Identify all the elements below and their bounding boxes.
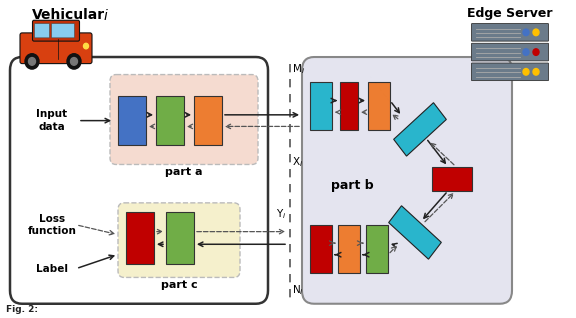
Circle shape bbox=[533, 69, 539, 75]
Text: part a: part a bbox=[165, 167, 203, 177]
Bar bbox=[194, 96, 222, 145]
Circle shape bbox=[533, 49, 539, 55]
Bar bbox=[432, 167, 472, 191]
FancyBboxPatch shape bbox=[472, 43, 548, 61]
Bar bbox=[156, 96, 184, 145]
Circle shape bbox=[533, 29, 539, 36]
FancyBboxPatch shape bbox=[51, 24, 74, 38]
FancyBboxPatch shape bbox=[118, 203, 240, 277]
Text: part b: part b bbox=[331, 179, 373, 192]
Text: Vehicular: Vehicular bbox=[32, 8, 105, 22]
Text: X$_i$: X$_i$ bbox=[292, 156, 303, 169]
FancyBboxPatch shape bbox=[472, 24, 548, 41]
Bar bbox=[310, 225, 332, 273]
FancyBboxPatch shape bbox=[302, 57, 512, 304]
Circle shape bbox=[523, 49, 529, 55]
Circle shape bbox=[523, 29, 529, 36]
Bar bbox=[366, 225, 388, 273]
Polygon shape bbox=[389, 206, 441, 259]
Circle shape bbox=[28, 58, 36, 65]
Bar bbox=[340, 82, 358, 130]
FancyBboxPatch shape bbox=[35, 24, 50, 38]
Text: Edge Server: Edge Server bbox=[467, 7, 553, 20]
Circle shape bbox=[25, 54, 39, 69]
Text: Y$_i$: Y$_i$ bbox=[276, 207, 286, 221]
FancyBboxPatch shape bbox=[32, 20, 79, 41]
Text: Label: Label bbox=[36, 264, 68, 274]
Bar bbox=[338, 225, 360, 273]
Bar bbox=[368, 82, 390, 130]
Circle shape bbox=[70, 58, 78, 65]
Text: part c: part c bbox=[161, 280, 198, 290]
Text: $i$: $i$ bbox=[103, 8, 109, 23]
Bar bbox=[126, 212, 154, 264]
FancyBboxPatch shape bbox=[472, 63, 548, 80]
Bar bbox=[166, 212, 194, 264]
Text: M$_i$: M$_i$ bbox=[292, 62, 305, 76]
Text: Fig. 2:: Fig. 2: bbox=[6, 305, 38, 314]
FancyBboxPatch shape bbox=[110, 74, 258, 164]
Polygon shape bbox=[393, 103, 446, 156]
Circle shape bbox=[523, 69, 529, 75]
Bar bbox=[118, 96, 146, 145]
Circle shape bbox=[84, 43, 89, 49]
Circle shape bbox=[67, 54, 81, 69]
FancyBboxPatch shape bbox=[10, 57, 268, 304]
Bar bbox=[310, 82, 332, 130]
FancyBboxPatch shape bbox=[20, 33, 92, 64]
Text: Input
data: Input data bbox=[36, 109, 67, 132]
Text: N$_i$: N$_i$ bbox=[292, 284, 304, 297]
Text: Loss
function: Loss function bbox=[28, 214, 77, 236]
